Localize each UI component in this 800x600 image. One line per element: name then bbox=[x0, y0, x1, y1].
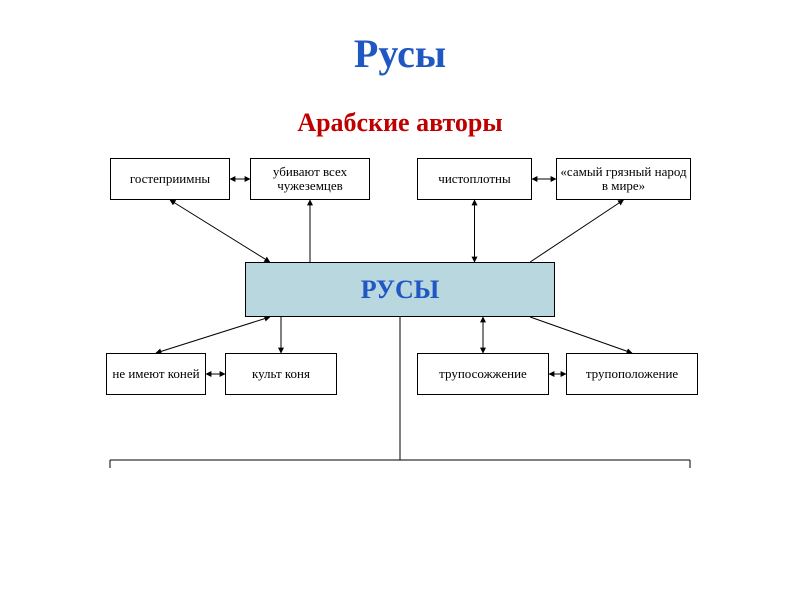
main-title: Русы bbox=[0, 30, 800, 77]
center-node: РУСЫ bbox=[245, 262, 555, 317]
node-bot1: не имеют коней bbox=[106, 353, 206, 395]
node-top1: гостеприимны bbox=[110, 158, 230, 200]
node-top2: убивают всех чужеземцев bbox=[250, 158, 370, 200]
node-bot4: трупоположение bbox=[566, 353, 698, 395]
node-bot2: культ коня bbox=[225, 353, 337, 395]
node-bot3: трупосожжение bbox=[417, 353, 549, 395]
sub-title: Арабские авторы bbox=[0, 108, 800, 138]
node-top4: «самый грязный народ в мире» bbox=[556, 158, 691, 200]
node-top3: чистоплотны bbox=[417, 158, 532, 200]
